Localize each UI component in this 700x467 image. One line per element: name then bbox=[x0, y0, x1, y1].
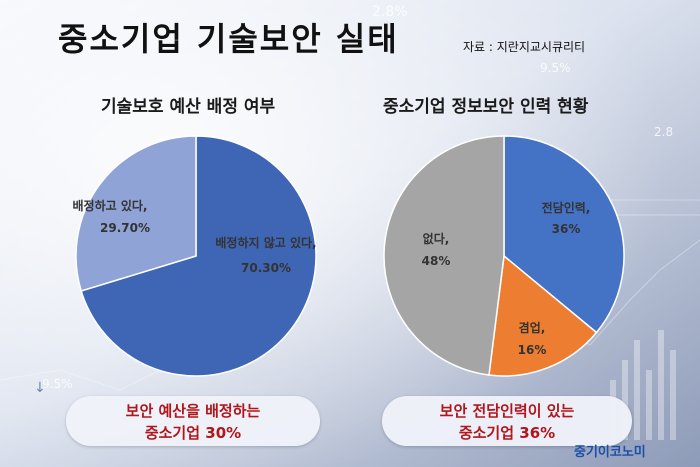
bg-number-3: 2.8 bbox=[654, 125, 673, 139]
chart-1-title: 기술보호 예산 배정 여부 bbox=[101, 97, 276, 117]
bg-number-2: 9.5% bbox=[540, 61, 571, 75]
callout-staff-line2: 중소기업 36% bbox=[458, 424, 556, 442]
chart-1-slice-2-value: 29.70% bbox=[100, 221, 150, 235]
chart-2-slice-1-label: 전담인력, bbox=[542, 200, 591, 215]
chart-1-slice-1-label: 배정하지 않고 있다, bbox=[215, 235, 316, 250]
chart-2-slice-3-label: 없다, bbox=[423, 231, 450, 246]
callout-staff-line1: 보안 전담인력이 있는 bbox=[439, 402, 575, 420]
chart-1-slice-1 bbox=[80, 135, 317, 377]
page-title: 중소기업 기술보안 실태 bbox=[58, 20, 399, 58]
callout-budget: 보안 예산을 배정하는 중소기업 30% bbox=[66, 396, 320, 446]
chart-2-title: 중소기업 정보보안 인력 현황 bbox=[383, 97, 589, 117]
chart-2-slice-2-value: 16% bbox=[518, 343, 547, 357]
chart-2-slice-1-value: 36% bbox=[552, 222, 581, 236]
chart-2-slice-3 bbox=[383, 135, 505, 376]
chart-1-slice-2-label: 배정하고 있다, bbox=[73, 198, 148, 213]
callout-budget-line1: 보안 예산을 배정하는 bbox=[125, 402, 261, 420]
brand-logo: 중기이코노미 bbox=[574, 445, 646, 460]
callout-budget-line2: 중소기업 30% bbox=[144, 424, 242, 442]
bg-down-arrow: ↓ bbox=[34, 380, 46, 396]
chart-2-slice-2-label: 겸업, bbox=[519, 320, 546, 335]
callout-staff: 보안 전담인력이 있는 중소기업 36% bbox=[382, 396, 632, 446]
chart-2-slice-3-value: 48% bbox=[422, 254, 451, 268]
bg-number-1: 2.8% bbox=[372, 4, 408, 20]
bg-number-4: 9.5% bbox=[42, 377, 73, 391]
chart-2-slice-1 bbox=[503, 135, 625, 334]
chart-1-slice-2 bbox=[75, 135, 197, 292]
chart-1-slice-1-value: 70.30% bbox=[241, 261, 291, 275]
chart-2-slice-2 bbox=[488, 254, 598, 377]
source-note: 자료 : 지란지교시큐리티 bbox=[463, 40, 586, 54]
